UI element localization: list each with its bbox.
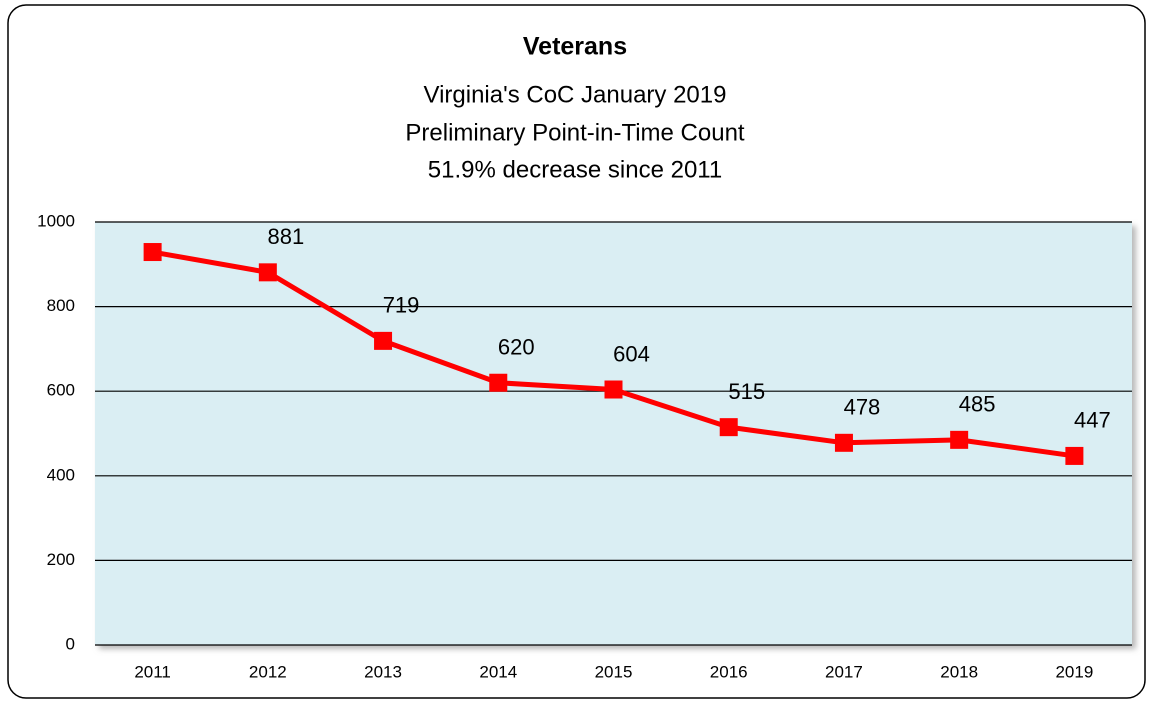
- chart-subtitle: 51.9% decrease since 2011: [428, 156, 722, 183]
- x-tick-label: 2015: [595, 662, 633, 681]
- data-label: 719: [383, 293, 420, 318]
- y-tick-label: 0: [66, 634, 75, 653]
- x-tick-label: 2012: [249, 662, 287, 681]
- data-point: [834, 433, 853, 452]
- data-label: 485: [959, 392, 996, 417]
- data-label: 604: [613, 341, 650, 366]
- y-tick-label: 400: [47, 465, 75, 484]
- plot-area: [95, 222, 1132, 645]
- chart-title: Veterans: [523, 33, 627, 61]
- chart-subtitle: Virginia's CoC January 2019: [424, 81, 727, 108]
- y-tick-label: 200: [47, 550, 75, 569]
- x-tick-label: 2011: [134, 662, 171, 681]
- data-point: [1065, 446, 1084, 465]
- x-tick-label: 2019: [1055, 662, 1093, 681]
- data-label: 515: [728, 379, 765, 404]
- x-tick-label: 2017: [825, 662, 863, 681]
- x-tick-label: 2018: [940, 662, 978, 681]
- data-point: [950, 430, 969, 449]
- data-label: 447: [1074, 408, 1111, 433]
- data-label: 620: [498, 335, 535, 360]
- x-tick-label: 2014: [479, 662, 517, 681]
- y-tick-label: 800: [47, 296, 75, 315]
- y-tick-label: 1000: [37, 211, 75, 230]
- data-point: [604, 380, 623, 399]
- x-tick-label: 2013: [364, 662, 402, 681]
- data-point: [374, 331, 393, 350]
- chart-subtitle: Preliminary Point-in-Time Count: [405, 119, 745, 146]
- data-label: 881: [267, 224, 304, 249]
- data-point: [489, 373, 508, 392]
- data-label: 478: [844, 395, 881, 420]
- x-tick-label: 2016: [710, 662, 748, 681]
- data-point: [719, 418, 738, 437]
- data-point: [143, 243, 162, 262]
- y-tick-label: 600: [47, 381, 75, 400]
- data-point: [258, 263, 277, 282]
